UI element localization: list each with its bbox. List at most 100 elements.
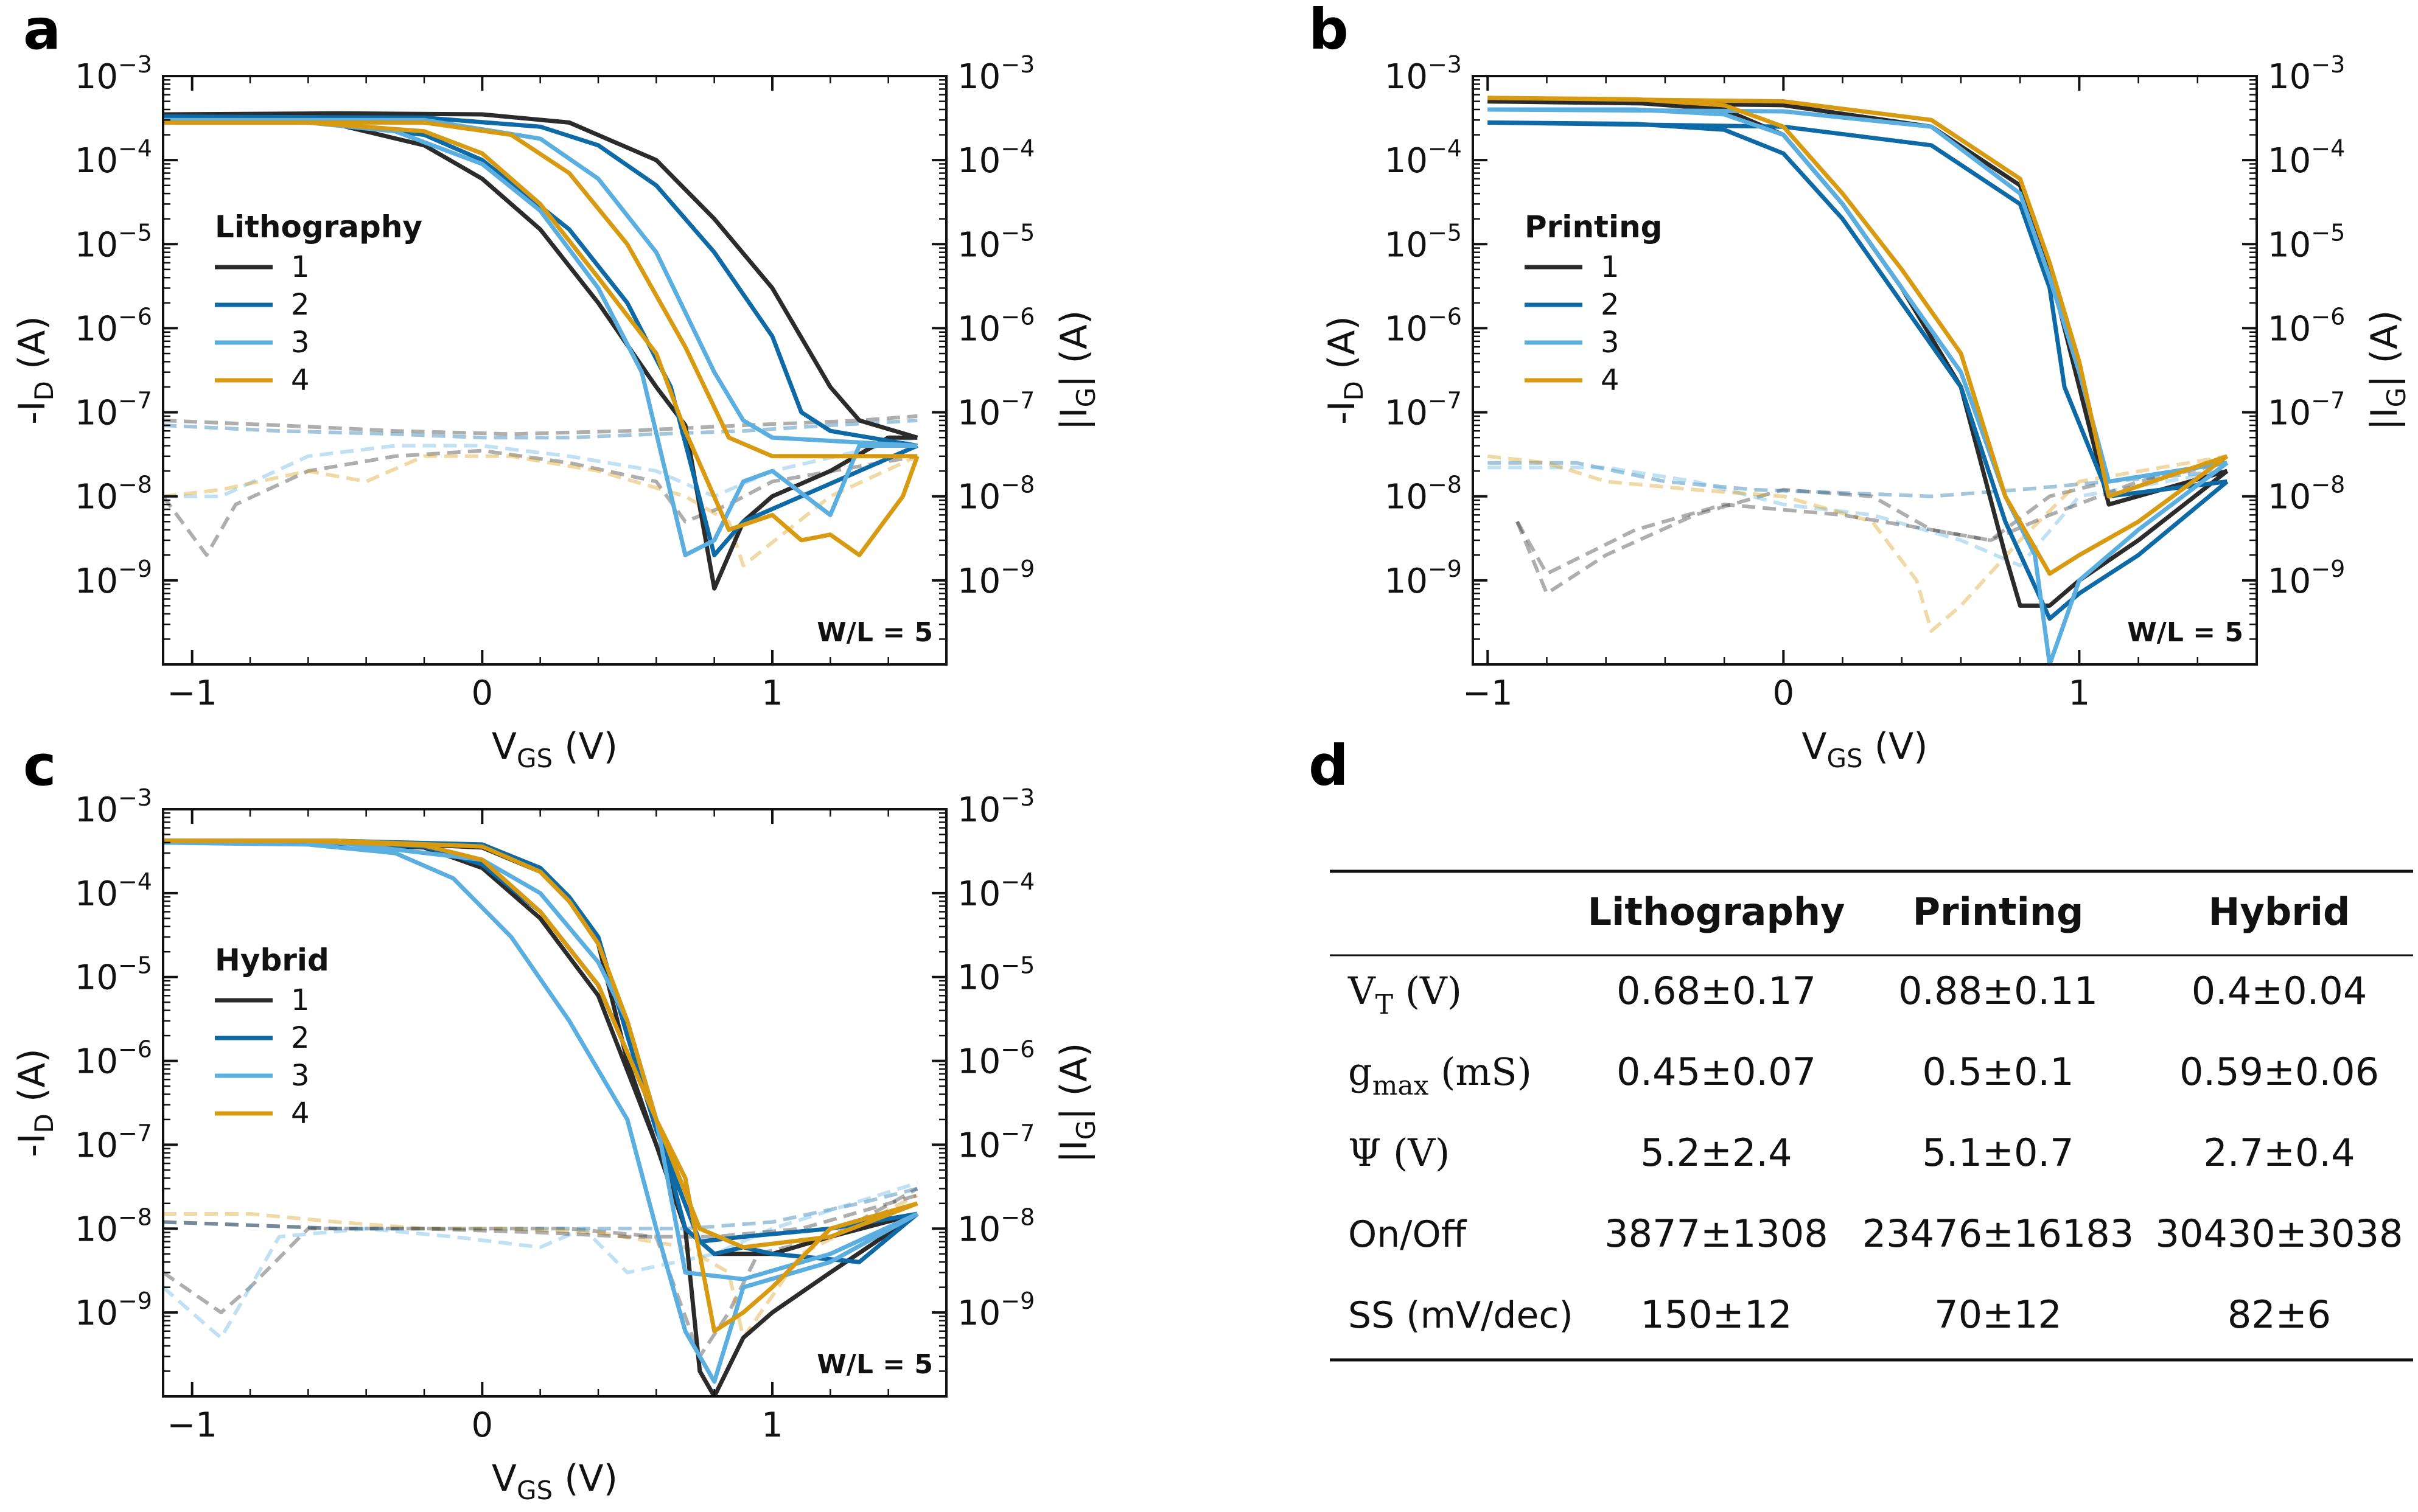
x-tick-label: 1 <box>761 1406 783 1445</box>
y2-tick-label: 10−4 <box>957 868 1035 914</box>
x-tick-label: −1 <box>1462 674 1513 713</box>
y2-axis-label: |IG| (A) <box>2363 310 2411 431</box>
y-tick-label: 10−4 <box>75 868 152 914</box>
y2-tick-label: 10−9 <box>2268 556 2345 601</box>
table-cell: 0.59±0.06 <box>2179 1050 2379 1094</box>
legend-label-3: 3 <box>1601 326 1620 360</box>
panel-letter: d <box>1309 733 1349 798</box>
drain-line-1 <box>163 838 919 1396</box>
drain-line-2-rev <box>1487 120 2228 499</box>
x-tick-label: 0 <box>472 1406 494 1445</box>
y-axis-label: -ID (A) <box>11 1048 59 1157</box>
legend-label-1: 1 <box>291 250 310 284</box>
y2-tick-label: 10−3 <box>957 51 1035 97</box>
x-tick-label: 1 <box>761 674 783 713</box>
legend-title: Printing <box>1525 209 1662 245</box>
table-row-label: On/Off <box>1348 1213 1467 1256</box>
y2-tick-label: 10−6 <box>2268 303 2345 349</box>
legend: Hybrid 1 2 34 <box>215 942 329 1131</box>
y-tick-label: 10−9 <box>75 556 152 601</box>
drain-line-1 <box>1487 99 2229 608</box>
gate-line-1 <box>1515 461 2228 596</box>
wl-annotation: W/L = 5 <box>2127 617 2243 648</box>
y2-tick-label: 10−9 <box>957 556 1035 601</box>
y-tick-label: 10−9 <box>75 1287 152 1333</box>
gate-line-4 <box>163 454 918 568</box>
drain-line-3-rev <box>163 117 918 448</box>
table-cell: 5.1±0.7 <box>1922 1131 2074 1175</box>
wl-annotation: W/L = 5 <box>817 1349 933 1380</box>
y-tick-label: 10−8 <box>75 472 152 517</box>
x-tick-label: 0 <box>472 674 494 713</box>
drain-current-series <box>1487 96 2229 664</box>
drain-line-2 <box>1487 120 2229 621</box>
gate-line-1b <box>163 1193 918 1239</box>
y2-tick-label: 10−7 <box>2268 388 2345 433</box>
y-tick-label: 10−3 <box>1385 51 1462 97</box>
y-tick-label: 10−7 <box>75 388 152 433</box>
drain-line-1-rev <box>163 838 918 1256</box>
gate-line-4 <box>1487 454 2228 633</box>
y2-tick-label: 10−7 <box>957 388 1035 433</box>
legend-label-2: 2 <box>1601 288 1620 322</box>
panel-d-table: d Lithography Printing Hybrid VT (V) 0.68±0.1… <box>1309 733 2413 1362</box>
y-tick-label: 10−5 <box>75 219 152 265</box>
x-axis-label: VGS (V) <box>492 1457 618 1505</box>
gate-current-series <box>1487 454 2228 633</box>
legend-label-4: 4 <box>291 363 310 397</box>
table-cell: 82±6 <box>2228 1292 2331 1337</box>
panel-letter: c <box>23 733 57 798</box>
legend: Lithography 1 2 34 <box>215 209 422 397</box>
gate-line-2 <box>1487 461 2228 498</box>
table-header: Printing <box>1913 890 2084 934</box>
plot-frame <box>162 808 948 1398</box>
drain-line-2-rev <box>163 838 918 1244</box>
gate-line-1 <box>163 1186 918 1359</box>
wl-annotation: W/L = 5 <box>817 617 933 648</box>
y-tick-label: 10−5 <box>75 952 152 998</box>
y2-tick-label: 10−6 <box>957 1036 1035 1082</box>
table-cell: 70±12 <box>1934 1292 2062 1337</box>
drain-line-4 <box>163 838 918 1334</box>
y-tick-label: 10−6 <box>75 1036 152 1082</box>
y-tick-label: 10−6 <box>1385 303 1462 349</box>
drain-line-4-rev <box>163 120 918 459</box>
gate-line-4 <box>163 1193 918 1340</box>
drain-line-2 <box>163 115 918 557</box>
legend-label-3: 3 <box>291 1059 310 1093</box>
gate-line-2 <box>163 419 918 440</box>
panel-b: b10−3 10−310−4 10−410−5 10−510−6 10−610−7 10−… <box>1309 0 2411 773</box>
table-header: Lithography <box>1588 890 1845 934</box>
y-tick-label: 10−9 <box>1385 556 1462 601</box>
drain-line-1-rev <box>1487 99 2228 507</box>
table-cell: 0.68±0.17 <box>1616 969 1816 1013</box>
drain-current-series <box>163 838 919 1396</box>
x-tick-label: 1 <box>2069 674 2091 713</box>
table-cell: 23476±16183 <box>1862 1211 2134 1256</box>
x-tick-label: −1 <box>167 674 217 713</box>
drain-line-2-rev <box>163 114 918 448</box>
gate-line-2 <box>163 1186 918 1231</box>
y-tick-label: 10−7 <box>75 1120 152 1165</box>
table-cell: 3877±1308 <box>1604 1211 1828 1256</box>
y2-tick-label: 10−5 <box>957 219 1035 265</box>
legend-label-1: 1 <box>1601 250 1620 284</box>
y2-tick-label: 10−3 <box>957 784 1035 830</box>
drain-line-1 <box>163 112 918 591</box>
gate-line-3 <box>163 436 918 498</box>
legend-title: Lithography <box>215 209 422 245</box>
y2-tick-label: 10−4 <box>957 135 1035 181</box>
y2-tick-label: 10−3 <box>2268 51 2345 97</box>
gate-line-1b <box>1515 461 2228 576</box>
legend-label-2: 2 <box>291 1021 310 1055</box>
x-axis-label: VGS (V) <box>1801 725 1927 773</box>
drain-line-3-rev <box>1487 107 2228 484</box>
y-tick-label: 10−3 <box>75 51 152 97</box>
y-axis-label: -ID (A) <box>1321 316 1369 425</box>
legend-label-3: 3 <box>291 326 310 360</box>
drain-line-4-rev <box>163 838 918 1250</box>
gate-line-3 <box>1487 465 2228 568</box>
table-cell: 0.88±0.11 <box>1898 969 2098 1013</box>
y-axis-label: -ID (A) <box>11 316 59 425</box>
